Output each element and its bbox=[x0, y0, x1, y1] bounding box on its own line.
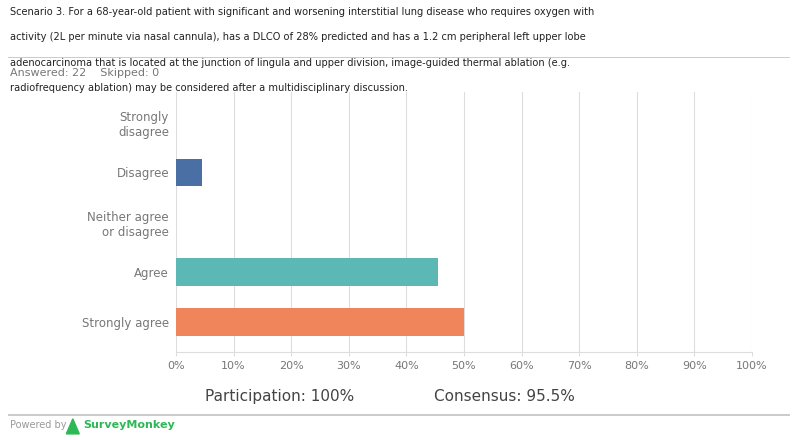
Text: Scenario 3. For a 68-year-old patient with significant and worsening interstitia: Scenario 3. For a 68-year-old patient wi… bbox=[10, 7, 594, 17]
Text: Answered: 22    Skipped: 0: Answered: 22 Skipped: 0 bbox=[10, 68, 158, 78]
Text: Powered by: Powered by bbox=[10, 420, 66, 430]
Bar bbox=[176, 308, 464, 336]
Text: Consensus: 95.5%: Consensus: 95.5% bbox=[434, 389, 574, 404]
Bar bbox=[176, 158, 202, 186]
Polygon shape bbox=[66, 419, 79, 434]
Text: adenocarcinoma that is located at the junction of lingula and upper division, im: adenocarcinoma that is located at the ju… bbox=[10, 58, 570, 68]
Text: activity (2L per minute via nasal cannula), has a DLCO of 28% predicted and has : activity (2L per minute via nasal cannul… bbox=[10, 32, 586, 42]
Text: SurveyMonkey: SurveyMonkey bbox=[83, 420, 175, 430]
Text: radiofrequency ablation) may be considered after a multidisciplinary discussion.: radiofrequency ablation) may be consider… bbox=[10, 83, 408, 93]
Bar bbox=[176, 258, 438, 286]
Text: Participation: 100%: Participation: 100% bbox=[206, 389, 354, 404]
